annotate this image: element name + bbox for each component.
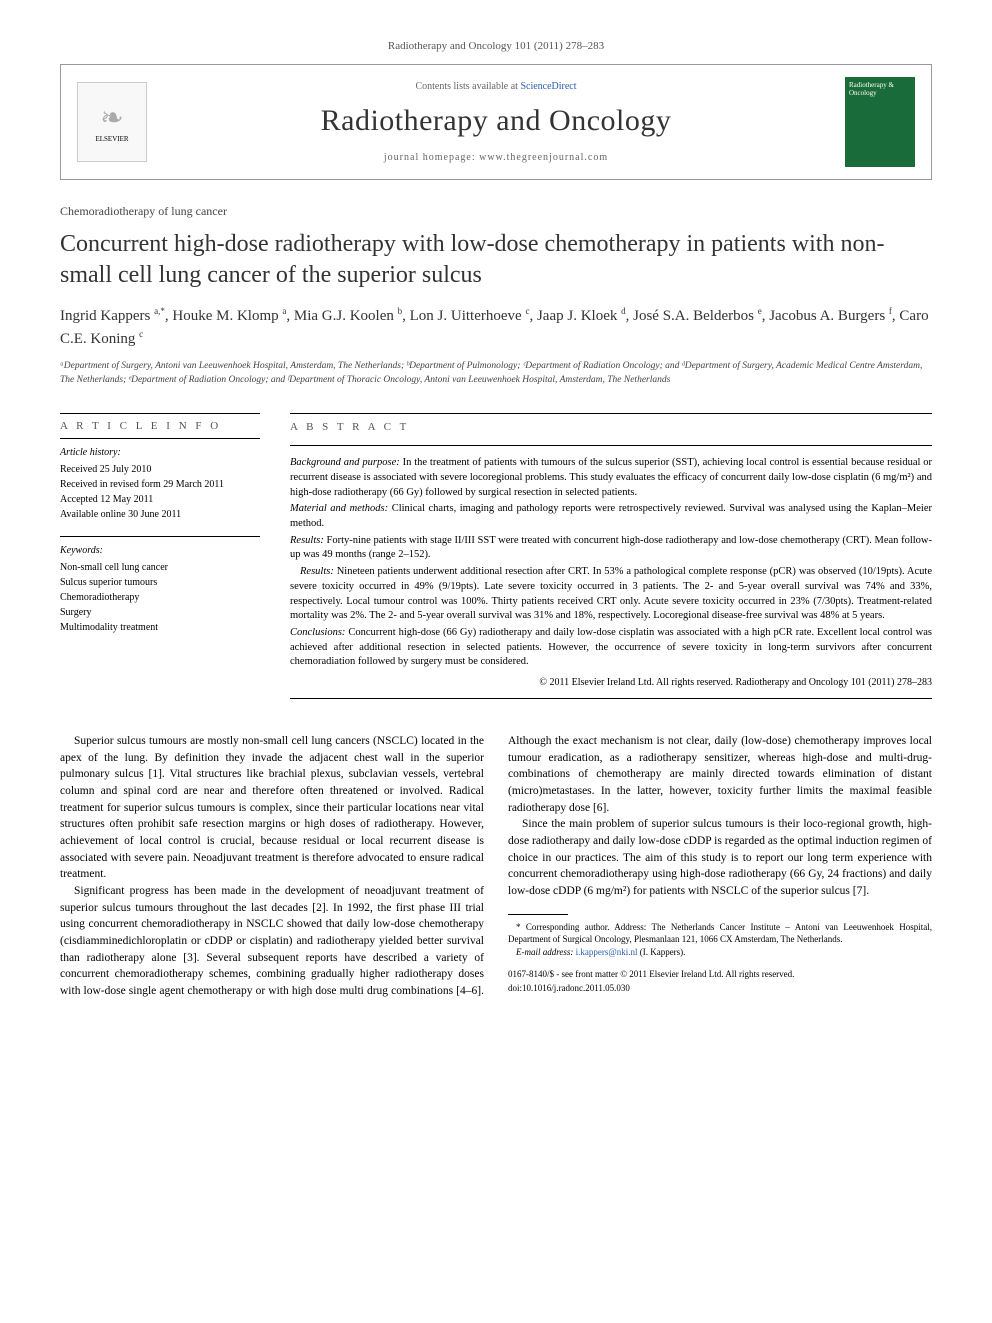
footnote-separator: [508, 914, 568, 915]
doi-line: doi:10.1016/j.radonc.2011.05.030: [508, 982, 932, 995]
conclusions-text: Concurrent high-dose (66 Gy) radiotherap…: [290, 627, 932, 667]
tree-icon: ❧: [100, 101, 123, 135]
contents-line: Contents lists available at ScienceDirec…: [163, 81, 829, 92]
body-text: Superior sulcus tumours are mostly non-s…: [60, 733, 932, 1000]
affiliations: ᵃDepartment of Surgery, Antoni van Leeuw…: [60, 360, 932, 387]
keyword: Multimodality treatment: [60, 620, 260, 635]
received-date: Received 25 July 2010: [60, 462, 260, 477]
abstract-conclusions: Conclusions: Concurrent high-dose (66 Gy…: [290, 626, 932, 670]
abstract-background: Background and purpose: In the treatment…: [290, 456, 932, 500]
section-label: Chemoradiotherapy of lung cancer: [60, 204, 932, 219]
elsevier-label: ELSEVIER: [95, 135, 128, 143]
journal-header: ❧ ELSEVIER Contents lists available at S…: [60, 64, 932, 180]
keywords-block: Keywords: Non-small cell lung cancer Sul…: [60, 543, 260, 635]
keyword: Non-small cell lung cancer: [60, 560, 260, 575]
journal-reference: Radiotherapy and Oncology 101 (2011) 278…: [60, 40, 932, 52]
homepage-prefix: journal homepage:: [384, 152, 479, 163]
footnotes: * Corresponding author. Address: The Net…: [508, 921, 932, 959]
body-p3: Since the main problem of superior sulcu…: [508, 816, 932, 899]
abstract-results2: Results: Nineteen patients underwent add…: [290, 565, 932, 624]
accepted-date: Accepted 12 May 2011: [60, 492, 260, 507]
methods-label: Material and methods:: [290, 503, 388, 514]
email-label: E-mail address:: [516, 947, 573, 957]
cover-title: Radiotherapy & Oncology: [849, 81, 911, 97]
online-date: Available online 30 June 2011: [60, 507, 260, 522]
results2-text: Nineteen patients underwent additional r…: [290, 566, 932, 621]
email-who: (I. Kappers).: [640, 947, 686, 957]
journal-title: Radiotherapy and Oncology: [163, 104, 829, 138]
info-abstract-row: A R T I C L E I N F O Article history: R…: [60, 407, 932, 705]
history-label: Article history:: [60, 445, 260, 460]
corresponding-author: * Corresponding author. Address: The Net…: [508, 921, 932, 946]
results1-text: Forty-nine patients with stage II/III SS…: [290, 535, 932, 561]
keyword: Sulcus superior tumours: [60, 575, 260, 590]
results2-label: Results:: [300, 566, 334, 577]
authors: Ingrid Kappers a,*, Houke M. Klomp a, Mi…: [60, 305, 932, 350]
cover-thumbnail: Radiotherapy & Oncology: [845, 77, 915, 167]
article-title: Concurrent high-dose radiotherapy with l…: [60, 229, 932, 291]
abstract-methods: Material and methods: Clinical charts, i…: [290, 502, 932, 531]
keywords-label: Keywords:: [60, 543, 260, 558]
header-center: Contents lists available at ScienceDirec…: [163, 81, 829, 163]
article-info: A R T I C L E I N F O Article history: R…: [60, 407, 260, 705]
homepage-url[interactable]: www.thegreenjournal.com: [479, 152, 608, 163]
abstract-results1: Results: Forty-nine patients with stage …: [290, 534, 932, 563]
copyright-line: © 2011 Elsevier Ireland Ltd. All rights …: [290, 676, 932, 690]
front-matter-line: 0167-8140/$ - see front matter © 2011 El…: [508, 968, 932, 981]
revised-date: Received in revised form 29 March 2011: [60, 477, 260, 492]
sciencedirect-link[interactable]: ScienceDirect: [520, 81, 576, 92]
email-link[interactable]: i.kappers@nki.nl: [576, 947, 638, 957]
body-p1: Superior sulcus tumours are mostly non-s…: [60, 733, 484, 883]
contents-prefix: Contents lists available at: [415, 81, 520, 92]
results1-label: Results:: [290, 535, 324, 546]
abstract: A B S T R A C T Background and purpose: …: [290, 407, 932, 705]
info-heading: A R T I C L E I N F O: [60, 420, 260, 432]
conclusions-label: Conclusions:: [290, 627, 345, 638]
abstract-heading: A B S T R A C T: [290, 420, 932, 435]
email-line: E-mail address: i.kappers@nki.nl (I. Kap…: [508, 946, 932, 959]
background-label: Background and purpose:: [290, 457, 400, 468]
elsevier-logo: ❧ ELSEVIER: [77, 82, 147, 162]
keyword: Chemoradiotherapy: [60, 590, 260, 605]
keyword: Surgery: [60, 605, 260, 620]
article-history: Article history: Received 25 July 2010 R…: [60, 445, 260, 522]
journal-homepage: journal homepage: www.thegreenjournal.co…: [163, 152, 829, 163]
doi-block: 0167-8140/$ - see front matter © 2011 El…: [508, 968, 932, 994]
